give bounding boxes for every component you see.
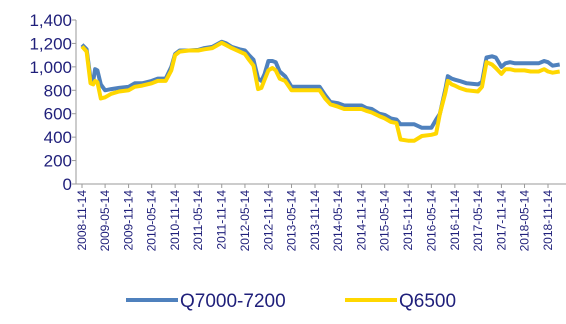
legend-label-q6500: Q6500	[399, 291, 456, 312]
y-tick-label: 1,200	[29, 34, 72, 53]
x-tick-label: 2011-11-14	[215, 190, 229, 250]
x-tick-label: 2015-05-14	[378, 190, 392, 252]
series-line-q6500	[80, 40, 561, 143]
x-tick-label: 2016-05-14	[424, 190, 438, 252]
y-tick-label: 1,000	[29, 58, 72, 77]
x-tick-label: 2010-11-14	[168, 190, 182, 251]
legend: Q7000-7200 Q6500	[126, 291, 456, 312]
x-tick-label: 2010-05-14	[145, 190, 159, 252]
x-tick-label: 2012-05-14	[238, 190, 252, 252]
x-tick-label: 2013-05-14	[285, 190, 299, 252]
x-tick-label: 2011-05-14	[191, 190, 205, 251]
x-tick-label: 2013-11-14	[308, 190, 322, 251]
x-tick-label: 2009-05-14	[98, 190, 112, 252]
axes: 0 200 400 600 800 1,000 1,200 1,400 2008-11-14 20…	[29, 11, 566, 251]
series-lines	[80, 39, 561, 143]
x-tick-label: 2017-11-14	[494, 190, 508, 251]
x-tick-label: 2015-11-14	[401, 190, 415, 251]
x-tick-label: 2014-05-14	[331, 190, 345, 252]
x-tick-label: 2017-05-14	[471, 190, 485, 252]
series-line-q7000-7200	[80, 39, 561, 130]
x-tick-label: 2009-11-14	[122, 190, 136, 251]
x-tick-label: 2018-05-14	[518, 190, 532, 252]
y-tick-label: 400	[44, 128, 72, 147]
y-tick-label: 1,400	[29, 11, 72, 30]
x-tick-label: 2008-11-14	[75, 190, 89, 251]
x-tick-label: 2018-11-14	[541, 190, 555, 251]
x-tick-label: 2012-11-14	[261, 190, 275, 251]
y-tick-label: 200	[44, 152, 72, 171]
x-tick-label: 2016-11-14	[448, 190, 462, 251]
y-tick-label: 800	[44, 81, 72, 100]
legend-label-q7000-7200: Q7000-7200	[180, 291, 286, 312]
y-tick-label: 600	[44, 105, 72, 124]
x-tick-label: 2014-11-14	[355, 190, 369, 251]
y-tick-label: 0	[63, 175, 72, 194]
